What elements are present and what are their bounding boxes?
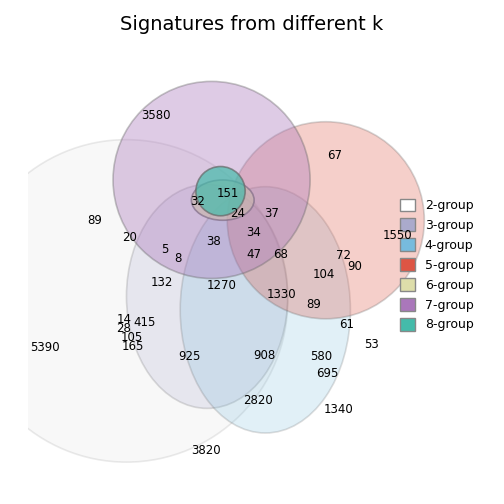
Text: 14: 14 [117, 313, 132, 326]
Text: 105: 105 [121, 331, 143, 344]
Text: 1330: 1330 [267, 288, 297, 301]
Circle shape [196, 166, 245, 216]
Ellipse shape [127, 184, 288, 408]
Text: 68: 68 [273, 248, 287, 261]
Text: 580: 580 [310, 350, 332, 363]
Ellipse shape [180, 186, 350, 433]
Text: 89: 89 [87, 214, 102, 227]
Circle shape [0, 140, 288, 462]
Circle shape [227, 122, 424, 319]
Title: Signatures from different k: Signatures from different k [120, 15, 384, 34]
Text: 3580: 3580 [141, 108, 170, 121]
Text: 8: 8 [174, 252, 181, 265]
Text: 3820: 3820 [192, 444, 221, 457]
Text: 47: 47 [246, 248, 261, 261]
Text: 67: 67 [327, 149, 342, 162]
Text: 20: 20 [122, 231, 138, 244]
Text: 89: 89 [306, 297, 321, 310]
Text: 165: 165 [122, 340, 144, 353]
Text: 104: 104 [312, 268, 335, 281]
Text: 90: 90 [347, 260, 362, 273]
Ellipse shape [192, 180, 254, 220]
Legend: 2-group, 3-group, 4-group, 5-group, 6-group, 7-group, 8-group: 2-group, 3-group, 4-group, 5-group, 6-gr… [395, 194, 478, 337]
Text: 695: 695 [316, 367, 338, 380]
Text: 34: 34 [246, 226, 261, 239]
Text: 1340: 1340 [324, 403, 353, 416]
Text: 1270: 1270 [207, 279, 236, 292]
Text: 24: 24 [230, 207, 245, 220]
Text: 32: 32 [190, 195, 205, 208]
Text: 132: 132 [151, 276, 173, 289]
Text: 53: 53 [364, 338, 380, 351]
Text: 415: 415 [133, 316, 156, 329]
Text: 72: 72 [336, 248, 351, 262]
Text: 908: 908 [254, 349, 276, 362]
Text: 151: 151 [217, 187, 239, 200]
Text: 61: 61 [339, 318, 354, 331]
Text: 5390: 5390 [30, 341, 60, 354]
Circle shape [113, 82, 310, 279]
Text: 28: 28 [116, 322, 131, 335]
Text: 5: 5 [161, 243, 168, 256]
Text: 925: 925 [178, 350, 201, 363]
Text: 37: 37 [264, 207, 279, 220]
Text: 38: 38 [206, 235, 221, 248]
Text: 1550: 1550 [383, 229, 412, 242]
Text: 2820: 2820 [243, 394, 273, 407]
